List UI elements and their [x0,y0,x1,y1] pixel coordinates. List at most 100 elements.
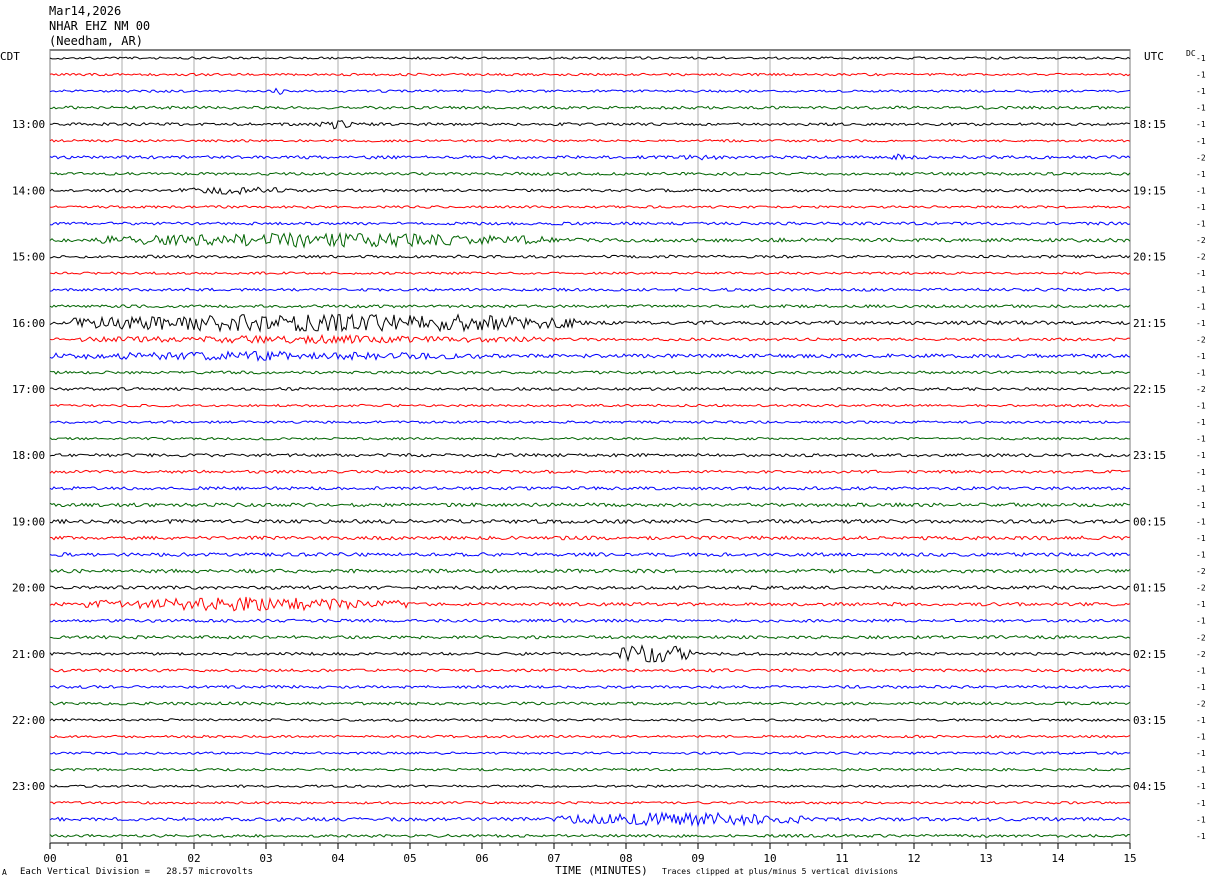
right-hour-label: 22:15 [1133,383,1166,396]
x-tick-label: 00 [43,852,56,865]
trace-line [49,518,1131,525]
trace-line [50,171,1131,177]
trace-line [49,718,1131,722]
dc-offset-label: -1 [1196,534,1206,543]
dc-offset-label: -1 [1196,683,1206,692]
x-tick-label: 02 [187,852,200,865]
left-hour-label: 19:00 [12,515,45,528]
trace-line [50,751,1131,755]
x-tick-label: 08 [619,852,632,865]
dc-offset-label: -1 [1196,104,1206,113]
trace-line [49,186,1131,196]
dc-offset-label: -1 [1196,716,1206,725]
x-tick-label: 12 [907,852,920,865]
left-hour-label: 13:00 [12,118,45,131]
dc-offset-label: -1 [1196,286,1206,295]
dc-offset-label: -2 [1196,699,1206,708]
right-hour-label: 02:15 [1133,648,1166,661]
trace-line [49,231,1131,249]
dc-offset-label: -1 [1196,551,1206,560]
right-hour-label: 20:15 [1133,251,1166,264]
dc-offset-labels: -1 -1 -1 -1 -1 -1 -2 -1 -1 -1 -1 -2 -2 -1 -1 -1 -1 -2 -1 -1… [1196,54,1206,841]
x-tick-label: 05 [403,852,416,865]
trace-line [49,138,1131,143]
left-hour-label: 23:00 [12,780,45,793]
dc-offset-label: -1 [1196,832,1206,841]
x-tick-label: 11 [835,852,848,865]
dc-offset-label: -1 [1196,749,1206,758]
trace-line [49,585,1131,590]
dc-offset-label: -1 [1196,54,1206,63]
seismic-traces [49,56,1131,839]
trace-line [49,205,1131,209]
right-hour-label: 01:15 [1133,582,1166,595]
trace-line [49,72,1131,77]
trace-line [49,420,1131,424]
trace-line [49,668,1131,673]
x-tick-label: 09 [691,852,704,865]
left-hour-label: 17:00 [12,383,45,396]
trace-line [49,303,1131,309]
trace-line [49,333,1131,345]
dc-offset-label: -1 [1196,517,1206,526]
minute-gridlines [49,50,1131,843]
dc-offset-label: -1 [1196,186,1206,195]
dc-offset-label: -1 [1196,87,1206,96]
right-timezone-label: UTC [1144,50,1164,63]
left-hour-label: 21:00 [12,648,45,661]
left-hour-label: 20:00 [12,582,45,595]
trace-line [49,287,1131,292]
plot-frame [49,49,1131,844]
trace-line [49,271,1131,276]
dc-offset-label: -2 [1196,584,1206,593]
scale-note: Each Vertical Division = 28.57 microvolt… [20,867,253,877]
dc-offset-label: -1 [1196,137,1206,146]
clip-note: Traces clipped at plus/minus 5 vertical … [662,867,899,876]
dc-offset-label: -1 [1196,666,1206,675]
x-tick-label: 14 [1051,852,1065,865]
dc-offset-label: -1 [1196,368,1206,377]
x-axis-ticks: 00 01 02 03 04 05 06 07 08 09 10 11 12 13 14 15 [43,843,1137,865]
x-tick-label: 07 [547,852,560,865]
dc-offset-label: -1 [1196,435,1206,444]
right-hour-label: 03:15 [1133,714,1166,727]
dc-offset-label: -1 [1196,71,1206,80]
trace-line [49,87,1131,96]
x-tick-label: 03 [259,852,272,865]
dc-offset-label: -1 [1196,319,1206,328]
x-tick-label: 13 [979,852,992,865]
right-hour-label: 00:15 [1133,515,1166,528]
trace-line [49,535,1131,541]
trace-line [49,486,1131,491]
left-timezone-label: CDT [0,50,20,63]
dc-offset-label: -2 [1196,236,1206,245]
dc-offset-label: -1 [1196,501,1206,510]
dc-offset-label: -1 [1196,170,1206,179]
trace-line [49,370,1131,375]
trace-line [49,403,1131,408]
trace-line [49,153,1131,161]
dc-offset-label: -1 [1196,402,1206,411]
left-hour-label: 22:00 [12,714,45,727]
location-label: (Needham, AR) [49,34,143,48]
trace-line [50,767,1131,772]
trace-line [49,684,1131,690]
dc-offset-label: -1 [1196,451,1206,460]
trace-line [49,436,1130,441]
right-hour-label: 21:15 [1133,317,1166,330]
trace-line [50,105,1131,110]
trace-line [49,502,1131,508]
trace-line [49,551,1131,558]
dc-offset-label: -1 [1196,782,1206,791]
trace-line [49,644,1131,663]
x-tick-label: 15 [1123,852,1136,865]
dc-offset-label: -1 [1196,617,1206,626]
right-hour-label: 19:15 [1133,184,1166,197]
dc-offset-label: -1 [1196,766,1206,775]
date-label: Mar14,2026 [49,4,122,18]
trace-line [49,784,1131,789]
trace-line [49,833,1131,839]
trace-line [49,254,1131,259]
dc-offset-label: -1 [1196,418,1206,427]
dc-offset-label: -2 [1196,633,1206,642]
